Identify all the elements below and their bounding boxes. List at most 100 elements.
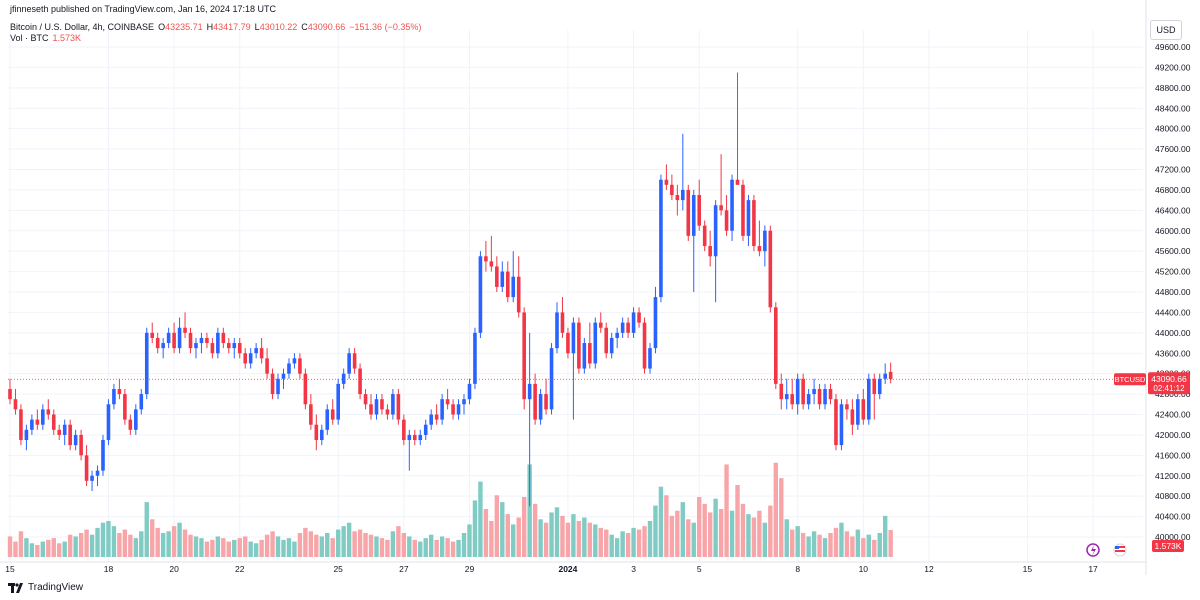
candle-body — [763, 230, 767, 252]
symbol-tag-label: BTCUSD — [1115, 375, 1146, 384]
candle-body — [702, 225, 707, 247]
close-value: 43090.66 — [307, 22, 346, 32]
candle-body — [588, 343, 592, 364]
last-price-value: 43090.66 — [1151, 374, 1187, 384]
volume-bar — [844, 531, 850, 557]
volume-bar — [445, 538, 450, 557]
candle-body — [752, 200, 756, 247]
volume-bar — [790, 529, 795, 557]
time-tick-label: 5 — [697, 564, 702, 574]
time-tick-label: 2024 — [558, 564, 577, 574]
candle-body — [538, 394, 543, 420]
footer-brand[interactable]: TradingView — [28, 582, 84, 593]
symbol-title[interactable]: Bitcoin / U.S. Dollar, 4h, COINBASE — [10, 22, 155, 32]
volume-bar — [636, 529, 642, 557]
volume-label[interactable]: Vol · BTC — [10, 33, 49, 43]
price-tick-label: 44800.00 — [1155, 287, 1191, 297]
candle-body — [664, 179, 669, 185]
symbol-price-tag[interactable] — [1114, 373, 1146, 386]
volume-bar — [631, 527, 636, 557]
volume-bar — [204, 541, 210, 557]
last-price-badge[interactable] — [1148, 372, 1190, 395]
candle-body — [210, 343, 215, 354]
volume-bar — [292, 541, 297, 557]
volume-bar — [467, 524, 472, 557]
price-tick-label: 40800.00 — [1155, 491, 1191, 501]
candle-body — [172, 332, 176, 349]
candle-body — [888, 371, 893, 380]
volume-bar — [806, 536, 811, 557]
volume-bar — [434, 539, 439, 557]
volume-bar — [264, 534, 270, 557]
candle-body — [270, 373, 275, 395]
candle-body — [418, 434, 423, 441]
candle-body — [850, 409, 855, 425]
volume-bar — [439, 536, 445, 557]
volume-bar — [500, 502, 505, 557]
volume-bar — [40, 541, 46, 557]
candle-body — [462, 399, 466, 405]
price-tick-label: 47600.00 — [1155, 144, 1191, 154]
volume-bar — [855, 529, 861, 557]
last-volume-badge[interactable] — [1152, 540, 1184, 552]
candle-body — [19, 409, 23, 441]
volume-bar — [13, 541, 18, 557]
candle-body — [51, 414, 56, 430]
volume-bar — [472, 500, 478, 557]
volume-bar — [166, 531, 171, 557]
candle-body — [221, 332, 226, 344]
lightning-glyph-icon — [1091, 545, 1096, 556]
volume-bar — [221, 538, 226, 557]
time-tick-label: 15 — [1023, 564, 1033, 574]
volume-bar — [527, 464, 532, 557]
volume-bar — [762, 522, 768, 557]
volume-bar — [341, 526, 346, 557]
price-tick-label: 46400.00 — [1155, 205, 1191, 215]
volume-bar — [24, 538, 29, 557]
volume-bar — [877, 533, 882, 557]
candle-body — [522, 312, 526, 400]
currency-button[interactable]: USD — [1150, 20, 1182, 40]
candle-body — [106, 404, 111, 441]
candle-body — [385, 409, 390, 415]
candle-body — [402, 419, 406, 441]
candle-body — [478, 256, 483, 333]
last-volume-value: 1.573K — [1155, 541, 1182, 551]
candle-body — [823, 388, 827, 405]
volume-bar — [423, 538, 428, 557]
candle-body — [774, 307, 778, 384]
volume-bar — [352, 531, 357, 557]
volume-bar — [795, 526, 800, 557]
volume-bar — [171, 526, 177, 557]
volume-bar — [248, 541, 253, 557]
candle-body — [117, 388, 122, 395]
volume-bar — [839, 522, 844, 557]
candle-body — [281, 373, 286, 379]
candle-body — [161, 343, 165, 349]
volume-bar — [549, 512, 554, 557]
volume-bar — [680, 502, 686, 557]
volume-bar — [73, 536, 78, 557]
footer: TradingView — [8, 582, 83, 593]
volume-bar — [582, 517, 587, 557]
candle-body — [790, 394, 795, 405]
candle-body — [363, 394, 368, 405]
tradingview-logo-icon[interactable] — [8, 582, 24, 593]
volume-bar — [642, 526, 647, 557]
candle-body — [68, 424, 72, 446]
volume-bar — [593, 524, 598, 557]
price-tick-label: 44000.00 — [1155, 328, 1191, 338]
candle-body — [828, 388, 833, 400]
candle-body — [194, 343, 198, 349]
change-value: −151.36 (−0.35%) — [349, 22, 422, 32]
candle-body — [500, 271, 505, 287]
volume-bar — [78, 533, 84, 557]
candle-body — [412, 434, 417, 441]
candle-body — [292, 358, 297, 364]
candle-body — [593, 322, 598, 364]
bar-countdown: 02:41:12 — [1153, 384, 1185, 393]
candle-body — [423, 424, 428, 435]
candle-body — [259, 348, 264, 359]
price-tick-label: 49600.00 — [1155, 42, 1191, 52]
